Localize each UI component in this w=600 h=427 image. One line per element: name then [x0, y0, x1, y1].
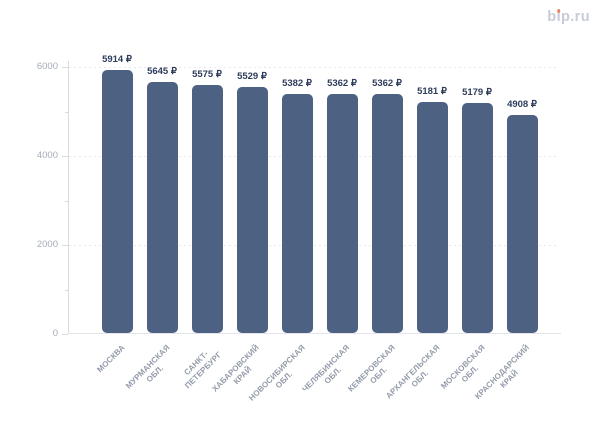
y-minor-tick-5000 [65, 111, 68, 113]
bar-value-label: 5362 ₽ [372, 78, 402, 90]
plot-area: 0 2000 4000 6000 5914 ₽ 5645 ₽ 5575 ₽ 5529 ₽ 538… [37, 54, 561, 339]
bar-6 [326, 94, 358, 333]
category-label: МОСКВА [95, 343, 127, 375]
y-minor-tick-1000 [65, 289, 68, 291]
y-minor-tick-3000 [65, 200, 68, 202]
y-tick-label: 0 [52, 328, 58, 339]
category-label: МУРМАНСКАЯ ОБЛ. [124, 343, 180, 399]
y-tick-6000 [62, 67, 68, 68]
bar-3 [191, 84, 223, 333]
bar-5 [281, 93, 313, 333]
bar-1 [101, 69, 133, 333]
bar-value-label: 5529 ₽ [237, 70, 267, 82]
bip-logo[interactable]: bı p.ru [547, 9, 590, 25]
gridline-2000 [69, 245, 557, 246]
logo-letter-i: ı [556, 9, 561, 25]
y-tick-0 [62, 334, 68, 335]
bar-value-label: 4908 ₽ [507, 98, 537, 110]
y-tick-label: 2000 [36, 239, 58, 250]
bar-value-label: 5382 ₽ [282, 77, 312, 89]
bar-8 [416, 102, 448, 333]
y-axis-line [68, 61, 69, 334]
x-axis-labels: МОСКВА МУРМАНСКАЯ ОБЛ. САНКТ- ПЕТЕРБУРГ ХАБАР… [68, 336, 557, 426]
bar-7 [371, 94, 403, 333]
y-tick-label: 4000 [36, 150, 58, 161]
bar-value-label: 5914 ₽ [102, 53, 132, 65]
y-tick-label: 6000 [36, 61, 58, 72]
category-label-line: МОСКВА [95, 343, 127, 375]
bar-10 [506, 114, 538, 333]
x-axis-line [68, 333, 561, 334]
bar-value-label: 5179 ₽ [462, 86, 492, 98]
logo-i-dot [556, 9, 561, 13]
bar-value-label: 5181 ₽ [417, 86, 447, 98]
bar-value-label: 5645 ₽ [147, 65, 177, 77]
bar-value-label: 5575 ₽ [192, 68, 222, 80]
gridline-4000 [69, 156, 557, 157]
y-tick-4000 [62, 156, 68, 157]
bar-9 [461, 102, 493, 333]
y-tick-2000 [62, 245, 68, 246]
gridline-6000 [69, 67, 557, 68]
bar-2 [146, 81, 178, 333]
bar-4 [236, 86, 268, 333]
bar-value-label: 5362 ₽ [327, 78, 357, 90]
